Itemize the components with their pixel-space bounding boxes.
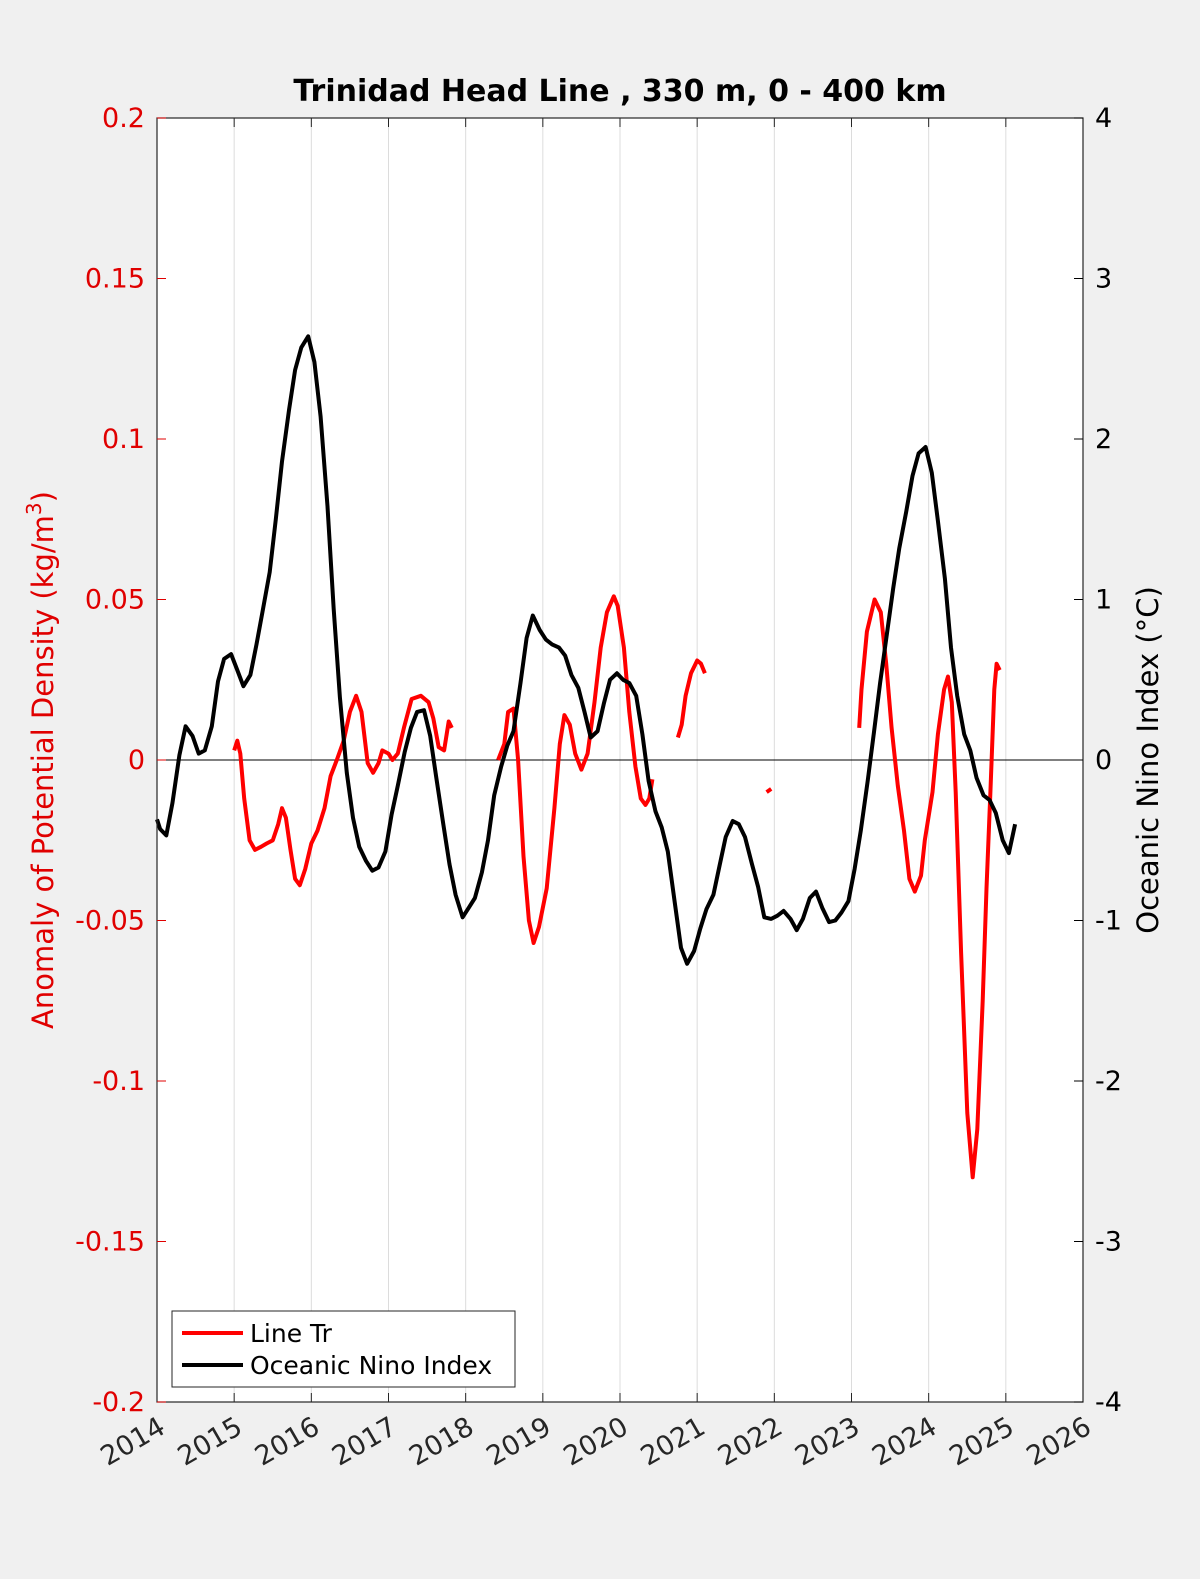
series-line-tr-line: [765, 787, 773, 794]
x-tick-label: 2023: [790, 1411, 865, 1472]
series-layer: [155, 334, 1018, 1180]
chart-title: Trinidad Head Line , 330 m, 0 - 400 km: [293, 74, 946, 109]
x-tick-label: 2017: [327, 1411, 402, 1472]
left-y-tick-label: 0.1: [102, 424, 145, 455]
x-tick-label: 2014: [95, 1411, 170, 1472]
x-tick-label: 2025: [944, 1411, 1019, 1472]
x-tick-label: 2019: [481, 1411, 556, 1472]
left-y-axis-label-text: Anomaly of Potential Density (kg/m: [26, 515, 60, 1029]
right-y-tick-label: 3: [1095, 264, 1112, 295]
right-y-tick-label: -2: [1095, 1066, 1122, 1097]
series-line-tr-line: [496, 594, 655, 945]
right-y-tick-label: 2: [1095, 424, 1112, 455]
right-y-tick-label: -4: [1095, 1387, 1122, 1418]
x-tick-label: 2022: [713, 1411, 788, 1472]
right-y-axis: 4 3 2 1 0 -1 -2 -3 -4: [1074, 103, 1122, 1418]
x-tick-label: 2020: [558, 1411, 633, 1472]
right-y-axis-label: Oceanic Nino Index (°C): [1131, 586, 1165, 934]
x-tick-label: 2026: [1021, 1411, 1096, 1472]
left-y-tick-label: 0.2: [102, 103, 145, 134]
left-y-axis-label-close: ): [26, 491, 60, 502]
right-y-tick-label: 0: [1095, 745, 1112, 776]
legend-box: [171, 1310, 516, 1388]
legend: Line Tr Oceanic Nino Index: [171, 1310, 516, 1388]
right-y-tick-label: 4: [1095, 103, 1112, 134]
left-y-axis: 0.2 0.15 0.1 0.05 0 -0.05 -0.1 -0.15 -0.2: [75, 103, 166, 1418]
x-tick-label: 2024: [867, 1411, 942, 1472]
left-y-tick-label: -0.1: [92, 1066, 145, 1097]
x-tick-label: 2021: [636, 1411, 711, 1472]
left-y-tick-label: 0.15: [85, 264, 145, 295]
left-y-axis-label: Anomaly of Potential Density (kg/m3): [22, 491, 60, 1029]
right-y-tick-label: -1: [1095, 906, 1122, 937]
series-line-tr-line: [232, 693, 454, 888]
legend-label-oni: Oceanic Nino Index: [250, 1351, 492, 1380]
left-y-tick-label: -0.15: [75, 1227, 145, 1258]
x-tick-label: 2016: [250, 1411, 325, 1472]
right-y-tick-label: -3: [1095, 1227, 1122, 1258]
x-tick-label: 2015: [173, 1411, 248, 1472]
left-y-tick-label: -0.05: [75, 906, 145, 937]
x-tick-label: 2018: [404, 1411, 479, 1472]
series-oni-line: [155, 334, 1018, 966]
left-y-tick-label: 0: [128, 745, 145, 776]
right-y-tick-label: 1: [1095, 585, 1112, 616]
legend-label-line-tr: Line Tr: [250, 1319, 333, 1348]
left-y-tick-label: -0.2: [92, 1387, 145, 1418]
series-line-tr-line: [675, 658, 707, 739]
left-y-axis-label-sup: 3: [22, 502, 46, 515]
left-y-tick-label: 0.05: [85, 585, 145, 616]
